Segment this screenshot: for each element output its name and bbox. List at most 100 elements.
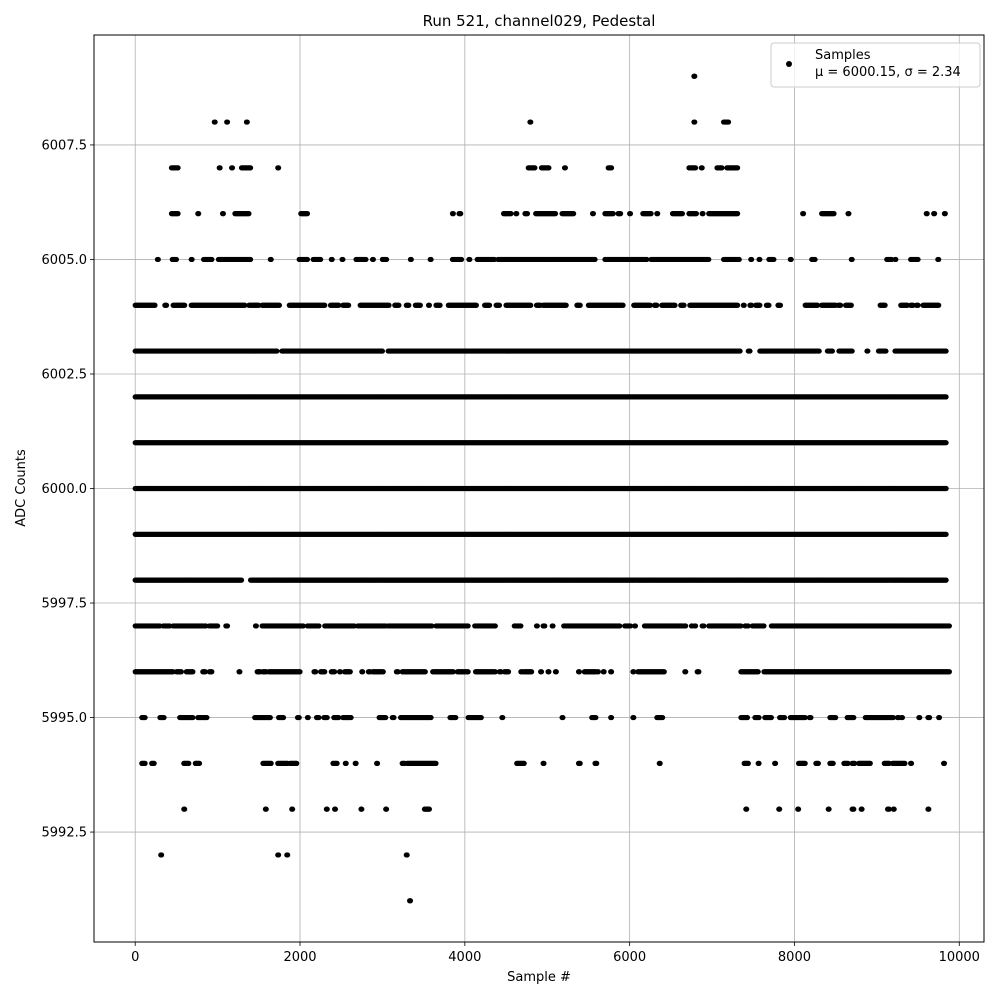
- data-point: [915, 256, 921, 263]
- data-point: [692, 165, 699, 171]
- data-point: [893, 256, 899, 263]
- data-point: [882, 302, 888, 308]
- data-point: [182, 302, 188, 308]
- data-point: [336, 302, 342, 308]
- data-point: [814, 302, 821, 308]
- data-point: [370, 256, 376, 263]
- data-point: [590, 211, 596, 217]
- data-point: [196, 211, 202, 217]
- data-point: [735, 302, 741, 308]
- data-point: [275, 165, 282, 171]
- data-point: [865, 348, 871, 354]
- data-point: [647, 302, 653, 308]
- data-point: [175, 211, 181, 217]
- data-point: [736, 256, 742, 263]
- data-point: [943, 348, 949, 354]
- data-point: [546, 165, 552, 171]
- data-point: [383, 256, 390, 263]
- data-point: [693, 211, 700, 217]
- data-point: [571, 211, 577, 217]
- data-point: [242, 302, 248, 308]
- data-point: [846, 211, 852, 217]
- data-point: [562, 165, 568, 171]
- data-point: [655, 211, 661, 217]
- data-point: [247, 256, 254, 263]
- data-point: [467, 256, 473, 263]
- data-point: [838, 302, 844, 308]
- data-point: [524, 211, 531, 217]
- data-point: [532, 165, 538, 171]
- data-point: [617, 211, 624, 217]
- data-point: [766, 302, 772, 308]
- data-point: [924, 211, 930, 217]
- data-point: [719, 165, 725, 171]
- data-point: [396, 302, 402, 308]
- data-point: [771, 256, 777, 263]
- data-point: [800, 211, 807, 217]
- data-point: [848, 302, 854, 308]
- data-point: [627, 211, 634, 217]
- data-point: [942, 211, 948, 217]
- data-point: [458, 256, 465, 263]
- data-point: [672, 302, 678, 308]
- data-point: [831, 211, 837, 217]
- data-point: [849, 256, 855, 263]
- data-point: [329, 256, 335, 263]
- data-point: [379, 348, 386, 354]
- data-point: [735, 165, 741, 171]
- data-point: [246, 211, 252, 217]
- data-point: [706, 256, 712, 263]
- data-point: [883, 348, 889, 354]
- data-point: [528, 302, 534, 308]
- data-point: [437, 302, 443, 308]
- data-points: [132, 73, 952, 904]
- data-point: [692, 119, 698, 125]
- data-point: [592, 256, 598, 263]
- data-point: [577, 302, 583, 308]
- data-point: [654, 302, 660, 308]
- data-point: [428, 256, 434, 263]
- data-point: [406, 302, 412, 308]
- data-point: [936, 256, 942, 263]
- data-point: [175, 165, 181, 171]
- data-point: [209, 256, 215, 263]
- data-point: [189, 256, 195, 263]
- data-point: [318, 256, 324, 263]
- data-point: [340, 256, 346, 263]
- data-point: [152, 302, 158, 308]
- data-point: [508, 211, 514, 217]
- data-point: [563, 302, 569, 308]
- data-point: [417, 302, 423, 308]
- data-point: [220, 211, 226, 217]
- data-point: [725, 119, 732, 125]
- data-point: [644, 256, 650, 263]
- data-point: [274, 348, 280, 354]
- data-point: [812, 256, 818, 263]
- data-point: [163, 302, 170, 308]
- data-point: [304, 256, 311, 263]
- data-point: [749, 302, 755, 308]
- data-point: [943, 394, 949, 400]
- data-point: [849, 348, 855, 354]
- data-point: [681, 302, 687, 308]
- data-point: [692, 73, 698, 79]
- data-point: [816, 348, 822, 354]
- data-point: [244, 119, 250, 125]
- data-point: [700, 211, 706, 217]
- data-point: [363, 256, 369, 263]
- data-point: [757, 256, 763, 263]
- data-point: [346, 302, 352, 308]
- data-point: [737, 348, 743, 354]
- data-point: [735, 211, 741, 217]
- data-point: [217, 165, 223, 171]
- data-point: [679, 211, 685, 217]
- data-point: [322, 302, 328, 308]
- data-point: [408, 256, 414, 263]
- data-point: [552, 211, 559, 217]
- data-point: [386, 302, 392, 308]
- data-point: [915, 302, 921, 308]
- data-point: [699, 165, 705, 171]
- data-point: [458, 211, 464, 217]
- data-point: [749, 256, 755, 263]
